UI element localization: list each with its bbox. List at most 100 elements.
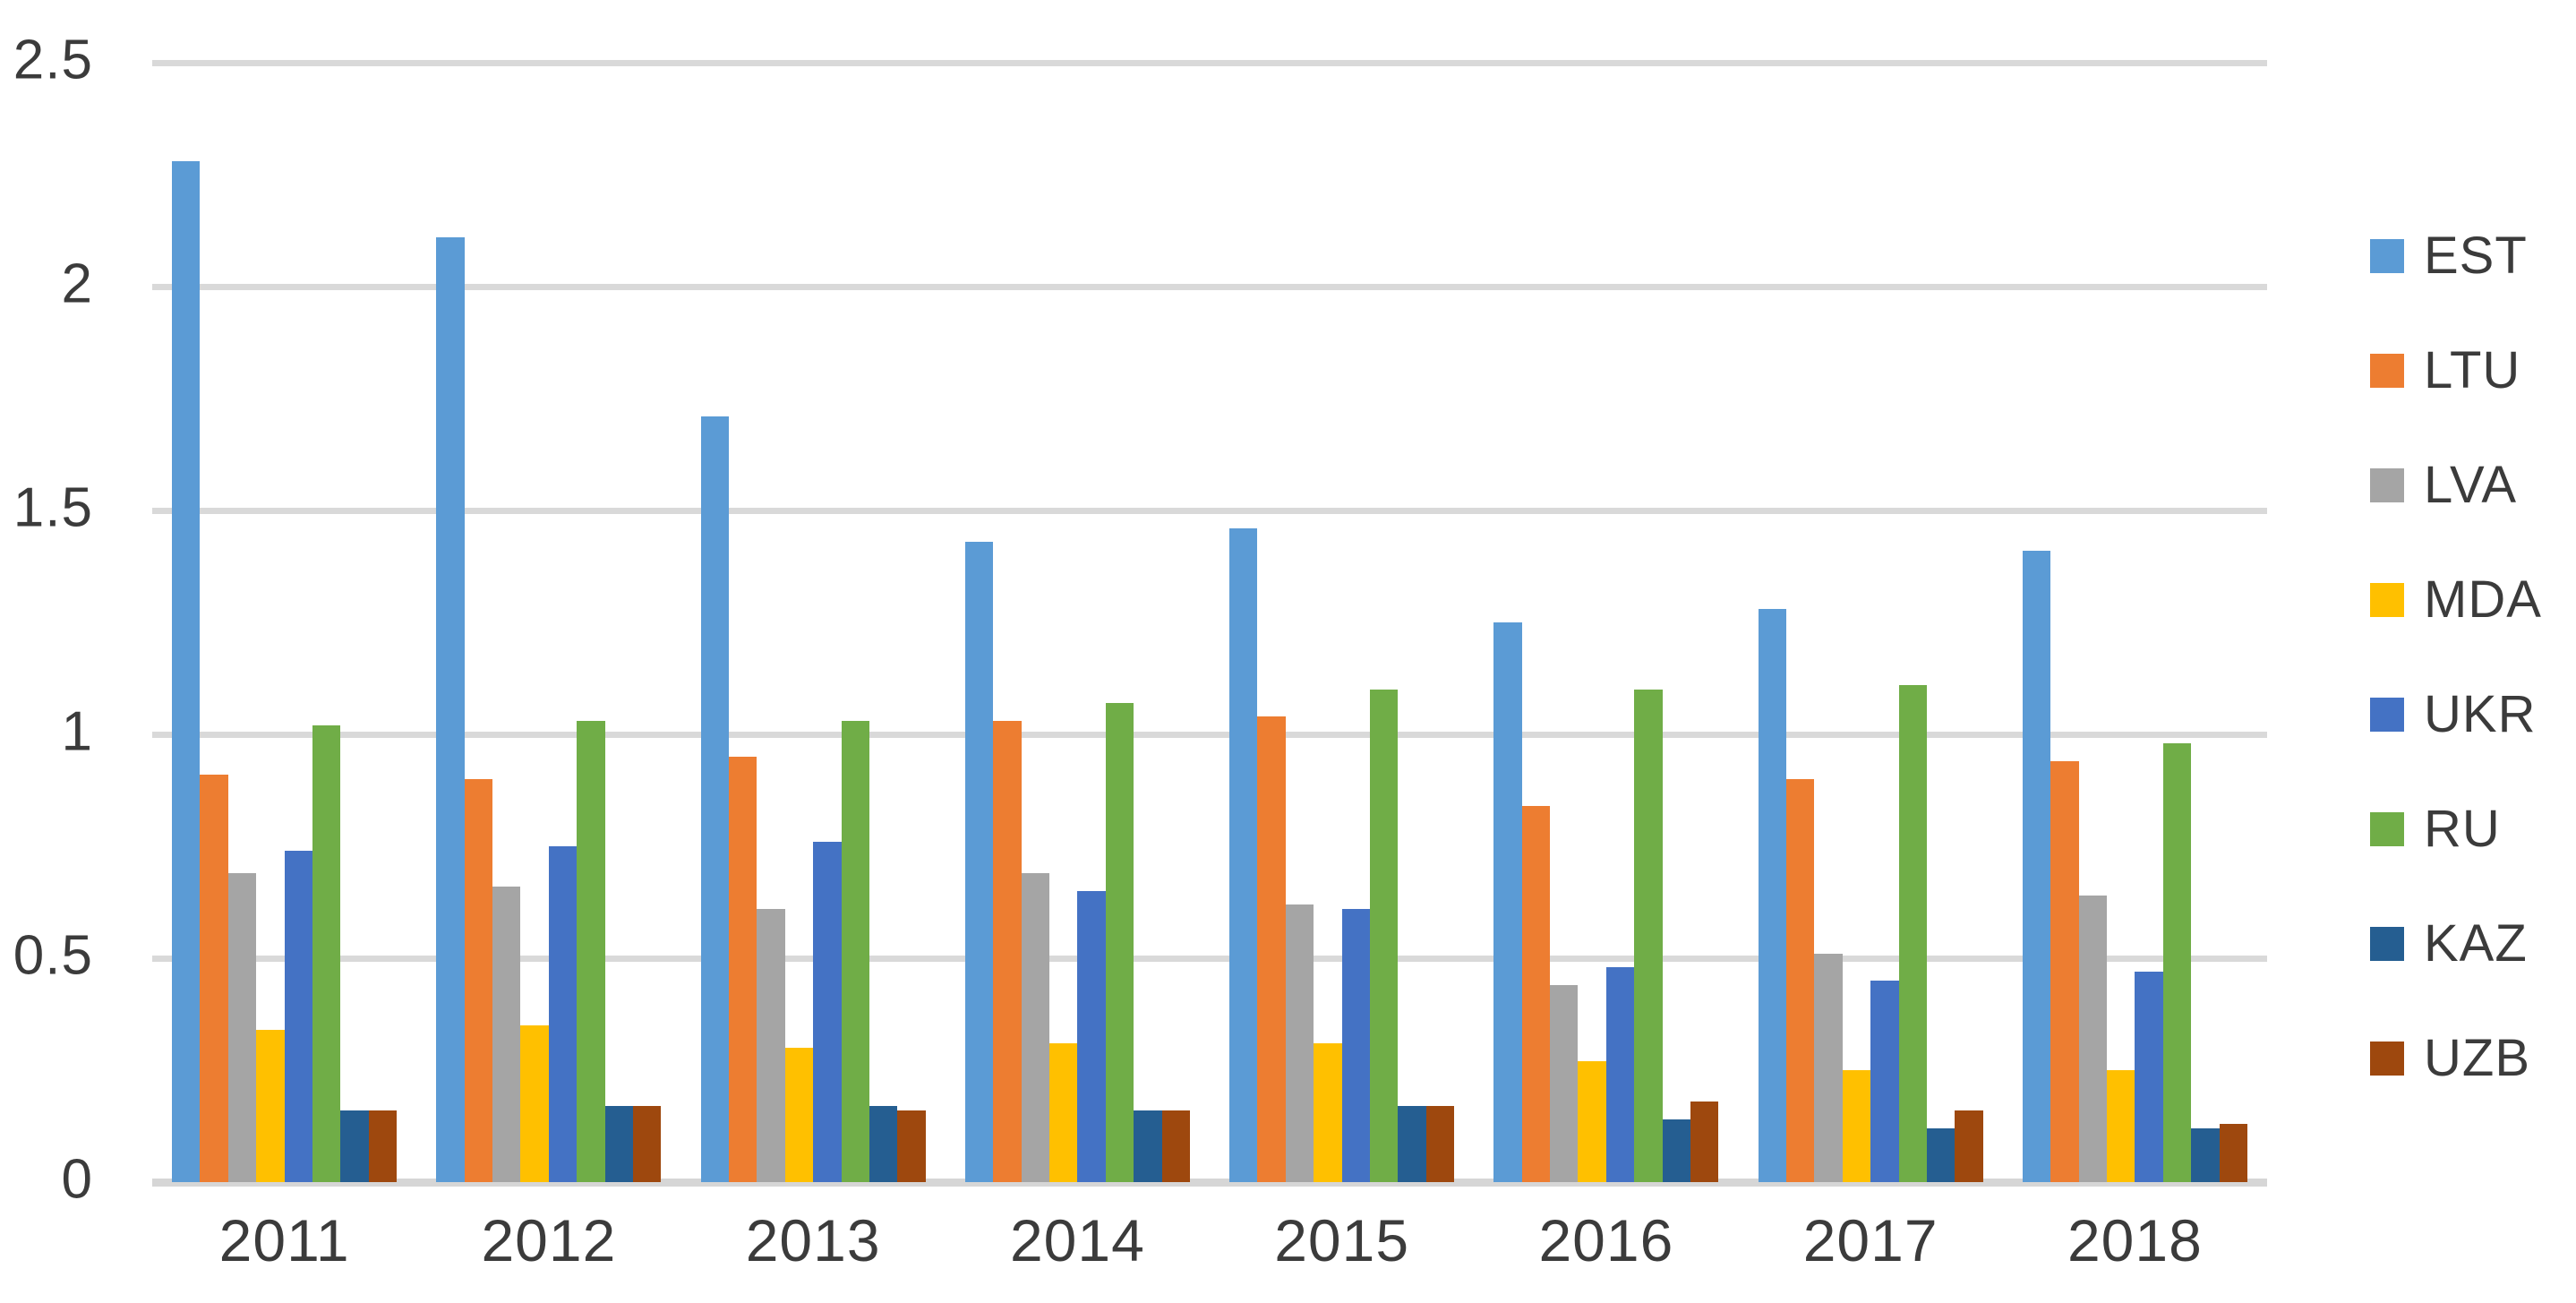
bar-KAZ-2011 [340,1110,369,1182]
legend-label: LVA [2424,456,2518,514]
bar-LTU-2016 [1521,806,1551,1182]
bar-UKR-2017 [1870,981,1899,1182]
bar-MDA-2011 [256,1030,285,1182]
bar-EST-2012 [436,237,465,1182]
bar-RU-2016 [1634,690,1663,1182]
bar-EST-2016 [1493,622,1522,1182]
gridline [152,283,2267,290]
bar-LVA-2017 [1814,954,1843,1182]
bar-UZB-2013 [897,1110,926,1182]
bar-RU-2012 [577,721,605,1182]
gridline [152,507,2267,514]
gridline [152,955,2267,962]
x-axis-label: 2017 [1802,1207,1938,1273]
bar-MDA-2014 [1048,1043,1078,1182]
bar-KAZ-2016 [1662,1119,1691,1182]
bar-RU-2014 [1105,703,1134,1182]
bar-KAZ-2018 [2191,1128,2220,1182]
legend-item-LVA: LVA [2370,459,2517,511]
bar-LVA-2015 [1285,904,1314,1182]
x-axis-label: 2011 [218,1207,350,1273]
legend-item-MDA: MDA [2370,574,2542,626]
bar-LTU-2012 [464,779,493,1182]
bar-KAZ-2017 [1926,1128,1956,1182]
legend-swatch-MDA [2370,583,2404,617]
bar-LVA-2018 [2078,896,2107,1182]
legend-swatch-UKR [2370,698,2404,732]
bar-LVA-2014 [1021,873,1049,1182]
y-axis-label: 0.5 [13,924,93,987]
bar-MDA-2012 [520,1025,549,1182]
y-axis-label: 2.5 [13,29,93,91]
bar-KAZ-2013 [869,1106,898,1182]
bar-UZB-2017 [1955,1110,1983,1182]
x-axis-label: 2012 [481,1207,617,1273]
y-axis-label: 2 [61,253,93,315]
bar-UKR-2011 [284,851,313,1182]
bar-MDA-2017 [1842,1070,1871,1182]
plot-area [152,59,2267,1187]
legend-swatch-EST [2370,239,2404,273]
legend: EST LTU LVA MDA UKR RU KAZ UZB [2370,0,2576,1303]
bar-UZB-2012 [633,1106,662,1182]
bar-MDA-2015 [1314,1043,1342,1182]
bar-UKR-2013 [813,842,842,1182]
legend-swatch-LTU [2370,354,2404,388]
bar-LVA-2016 [1550,985,1579,1182]
legend-swatch-LVA [2370,468,2404,502]
bar-LTU-2013 [728,757,757,1182]
y-axis-label: 1 [61,700,93,763]
gridline [152,59,2267,66]
legend-item-RU: RU [2370,803,2501,855]
bar-RU-2015 [1370,690,1399,1182]
legend-item-UKR: UKR [2370,689,2536,741]
bar-MDA-2018 [2106,1070,2135,1182]
legend-label: UZB [2424,1029,2530,1087]
legend-label: UKR [2424,685,2537,743]
bar-EST-2015 [1229,528,1258,1182]
bar-LTU-2011 [200,775,228,1182]
bar-UZB-2014 [1161,1110,1190,1182]
bar-LVA-2013 [757,909,785,1182]
bar-EST-2011 [172,161,201,1182]
bar-MDA-2016 [1578,1061,1606,1182]
legend-label: MDA [2424,570,2542,629]
x-axis-label: 2013 [745,1207,881,1273]
legend-label: EST [2424,227,2528,285]
bar-LTU-2014 [993,721,1022,1182]
legend-item-EST: EST [2370,230,2528,282]
bar-KAZ-2015 [1398,1106,1426,1182]
bar-EST-2013 [700,416,729,1182]
legend-item-KAZ: KAZ [2370,918,2528,970]
legend-item-LTU: LTU [2370,345,2520,397]
x-axis-label: 2016 [1538,1207,1674,1273]
gridline [152,731,2267,738]
bar-LVA-2012 [492,887,521,1182]
x-axis-label: 2014 [1009,1207,1145,1273]
bar-UKR-2015 [1341,909,1371,1182]
y-axis-label: 1.5 [13,476,93,539]
x-axis-label: 2018 [2067,1207,2203,1273]
bar-EST-2014 [964,542,994,1182]
legend-swatch-RU [2370,812,2404,846]
legend-label: RU [2424,800,2501,858]
bar-KAZ-2012 [604,1106,634,1182]
bar-UZB-2016 [1690,1102,1719,1182]
legend-item-UZB: UZB [2370,1033,2530,1084]
x-axis-label: 2015 [1274,1207,1410,1273]
bar-LVA-2011 [227,873,257,1182]
bar-UKR-2012 [548,846,578,1182]
x-axis-line [152,1178,2267,1187]
bar-UKR-2014 [1077,891,1106,1182]
legend-swatch-UZB [2370,1042,2404,1076]
bar-RU-2013 [841,721,869,1182]
bar-UZB-2011 [368,1110,398,1182]
bar-RU-2017 [1898,685,1927,1182]
bar-MDA-2013 [784,1048,814,1182]
bar-UKR-2018 [2135,972,2163,1182]
bar-EST-2017 [1758,609,1786,1182]
bar-UZB-2018 [2219,1124,2247,1182]
bar-EST-2018 [2022,551,2051,1182]
bar-RU-2018 [2162,743,2192,1182]
